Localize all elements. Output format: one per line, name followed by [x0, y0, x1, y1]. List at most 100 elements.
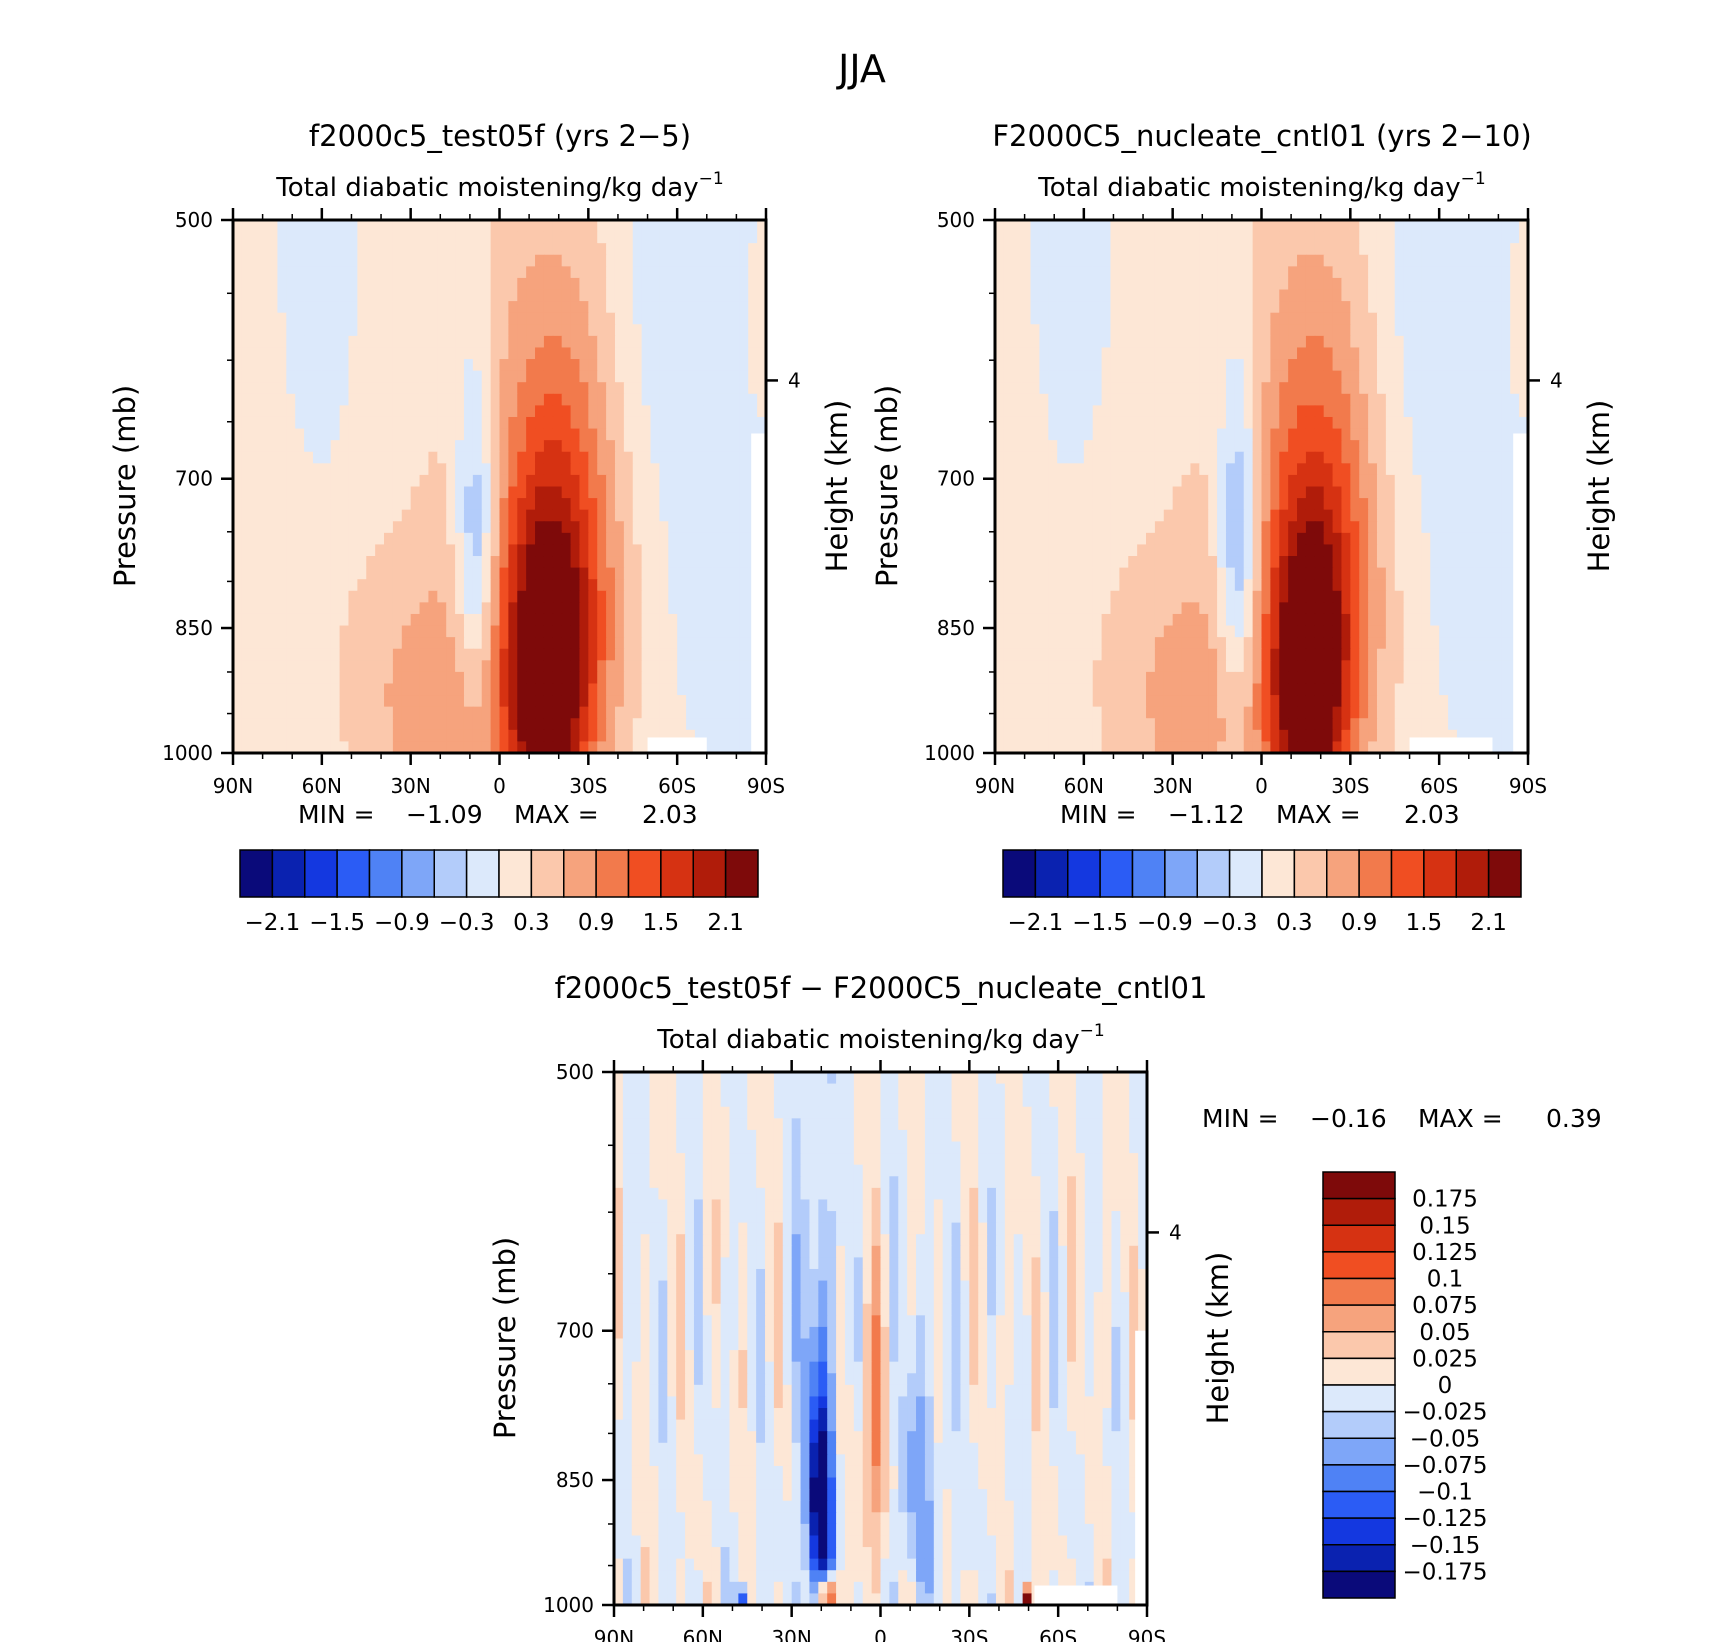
- land-mask-region: [647, 737, 707, 753]
- field-cell: [1101, 532, 1112, 546]
- field-cell: [650, 324, 660, 337]
- field-cell: [1021, 428, 1032, 441]
- field-cell: [1385, 347, 1396, 360]
- field-cell: [570, 289, 581, 302]
- field-cell: [703, 660, 714, 673]
- field-cell: [1252, 428, 1263, 441]
- field-cell: [392, 695, 403, 708]
- field-cell: [348, 428, 358, 441]
- field-cell: [650, 648, 660, 661]
- field-cell: [1448, 266, 1458, 279]
- field-cell: [1172, 289, 1183, 302]
- field-cell: [277, 486, 287, 499]
- field-cell: [463, 579, 474, 592]
- field-cell: [268, 695, 279, 708]
- field-cell: [1190, 220, 1200, 233]
- field-cell: [1048, 602, 1058, 615]
- field-cell: [721, 509, 732, 522]
- field-cell: [721, 243, 732, 256]
- field-cell: [1305, 359, 1316, 372]
- field-cell: [384, 648, 394, 661]
- field-cell: [312, 324, 323, 337]
- field-cell: [455, 312, 465, 325]
- field-cell: [1341, 254, 1351, 267]
- field-cell: [677, 370, 687, 383]
- field-cell: [339, 382, 350, 395]
- field-cell: [1190, 590, 1200, 603]
- field-cell: [1199, 254, 1209, 267]
- field-cell: [1376, 440, 1387, 453]
- field-cell: [668, 671, 678, 685]
- field-cell: [321, 289, 332, 302]
- field-cell: [455, 671, 465, 685]
- field-cell: [1030, 613, 1041, 627]
- field-cell: [641, 335, 652, 349]
- field-cell: [694, 498, 705, 511]
- field-cell: [1519, 405, 1528, 418]
- field-cell: [1368, 312, 1378, 325]
- field-cell: [561, 671, 572, 685]
- field-cell: [295, 660, 305, 673]
- field-cell: [357, 683, 367, 696]
- field-cell: [437, 625, 447, 638]
- field-cell: [1252, 590, 1263, 603]
- field-cell: [428, 393, 438, 406]
- field-cell: [1119, 463, 1129, 476]
- field-cell: [286, 277, 296, 291]
- field-cell: [1012, 220, 1023, 233]
- field-cell: [499, 660, 509, 673]
- field-cell: [570, 556, 581, 569]
- field-cell: [1465, 440, 1476, 453]
- field-cell: [1323, 277, 1334, 291]
- field-cell: [1057, 277, 1067, 291]
- field-cell: [588, 301, 598, 314]
- field-cell: [437, 231, 447, 244]
- field-cell: [703, 405, 714, 418]
- field-cell: [694, 544, 705, 557]
- field-cell: [995, 312, 1005, 325]
- field-cell: [1403, 347, 1414, 360]
- field-cell: [330, 451, 341, 464]
- field-cell: [1083, 335, 1094, 349]
- field-cell: [1448, 498, 1458, 511]
- field-cell: [1225, 428, 1236, 441]
- field-cell: [1412, 486, 1422, 499]
- panel-1-title: f2000c5_test05f (yrs 2−5): [309, 119, 691, 153]
- field-cell: [1279, 370, 1289, 383]
- field-cell: [410, 486, 421, 499]
- field-cell: [1172, 451, 1183, 464]
- field-cell: [1154, 289, 1165, 302]
- field-cell: [1297, 335, 1307, 349]
- field-cell: [1448, 532, 1458, 546]
- field-cell: [543, 671, 554, 685]
- field-cell: [703, 544, 714, 557]
- field-cell: [1492, 451, 1502, 464]
- field-cell: [277, 266, 287, 279]
- field-cell: [1146, 556, 1156, 569]
- field-cell: [1012, 451, 1023, 464]
- field-cell: [1394, 428, 1405, 441]
- field-cell: [304, 405, 314, 418]
- field-cell: [410, 567, 421, 580]
- field-cell: [552, 359, 563, 372]
- field-cell: [437, 602, 447, 615]
- field-cell: [659, 370, 669, 383]
- field-cell: [499, 648, 509, 661]
- field-cell: [757, 289, 766, 302]
- field-cell: [366, 254, 376, 267]
- field-cell: [1217, 532, 1227, 546]
- field-cell: [410, 741, 421, 753]
- field-cell: [1048, 289, 1058, 302]
- field-cell: [295, 741, 305, 753]
- field-cell: [614, 532, 625, 546]
- field-cell: [295, 393, 305, 406]
- field-cell: [1110, 602, 1120, 615]
- field-cell: [1341, 602, 1351, 615]
- field-cell: [686, 683, 696, 696]
- field-cell: [1376, 359, 1387, 372]
- field-cell: [392, 359, 403, 372]
- field-cell: [588, 405, 598, 418]
- field-cell: [526, 637, 536, 650]
- field-cell: [552, 220, 563, 233]
- field-cell: [401, 590, 412, 603]
